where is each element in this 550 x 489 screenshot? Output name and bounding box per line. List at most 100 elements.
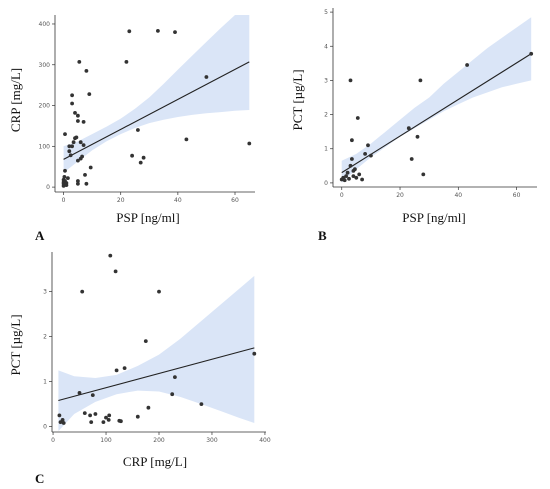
panel-b-data-point — [415, 134, 420, 139]
panel-c-data-point — [108, 253, 113, 258]
panel-c-letter: C — [35, 471, 44, 486]
panel-a-x-tick-label: 40 — [174, 197, 182, 204]
panel-a-data-point — [127, 29, 132, 34]
panel-c-x-tick-label: 0 — [51, 437, 55, 444]
panel-a-data-point — [156, 29, 160, 33]
panel-a-data-point — [67, 149, 72, 154]
panel-a-data-point — [62, 175, 67, 179]
panel-a-data-point — [68, 153, 73, 158]
panel-b-data-point — [360, 177, 364, 182]
panel-c-data-point — [252, 351, 257, 356]
panel-b-data-point — [465, 63, 469, 67]
panel-a-data-point — [136, 128, 140, 132]
panel-a-data-point — [141, 155, 146, 160]
panel-b-data-point — [350, 157, 354, 161]
panel-c-plot: 0 100 200 300 400 0 1 2 3 — [43, 252, 271, 444]
panel-b-y-tick-label: 4 — [324, 43, 328, 50]
panel-a-data-point — [78, 140, 83, 145]
panel-c-data-point — [60, 418, 65, 422]
panel-a: CRP [mg/L] PSP [ng/ml] A 0 20 40 60 0 100 200 3… — [8, 15, 255, 243]
panel-a-y-tick-label: 300 — [39, 62, 51, 69]
panel-c-data-point — [101, 420, 106, 424]
panel-b-x-tick-label: 60 — [513, 192, 521, 199]
panel-b-y-tick-label: 3 — [324, 77, 328, 84]
panel-a-data-point — [73, 111, 77, 115]
panel-a-data-point — [81, 143, 86, 148]
panel-b-data-point — [363, 152, 367, 156]
panel-a-data-point — [67, 144, 72, 149]
panel-b-data-point — [418, 78, 423, 83]
panel-c-regression-line — [58, 347, 255, 402]
panel-c-data-point — [104, 415, 108, 420]
panel-b-data-point — [369, 153, 373, 158]
panel-a-data-point — [80, 154, 84, 159]
panel-a-data-point — [76, 158, 80, 163]
panel-b-data-point — [353, 167, 357, 172]
panel-b-data-point — [348, 163, 353, 168]
panel-a-data-point — [84, 181, 89, 186]
panel-a-y-tick-label: 100 — [39, 143, 51, 150]
panel-a-data-point — [184, 137, 189, 142]
panel-a-data-point — [77, 60, 82, 64]
panel-c-data-point — [199, 402, 204, 406]
panel-c-x-tick-label: 300 — [206, 437, 218, 444]
panel-c-y-tick-label: 1 — [43, 379, 47, 386]
panel-b-data-point — [347, 176, 351, 181]
panel-c-ylabel: PCT [µg/L] — [8, 314, 23, 375]
panel-a-x-tick-label: 20 — [117, 197, 125, 204]
panel-b-xlabel: PSP [ng/ml] — [402, 210, 465, 225]
panel-c-data-point — [61, 421, 66, 425]
panel-c-data-point — [89, 420, 94, 424]
panel-b-data-point — [350, 138, 354, 143]
panel-c-xlabel: CRP [mg/L] — [123, 454, 187, 469]
panel-b-data-point — [354, 175, 359, 180]
panel-b-data-point — [409, 157, 414, 161]
panel-c-data-point — [114, 368, 119, 373]
panel-c-confidence-band — [58, 275, 255, 432]
panel-a-data-point — [130, 153, 135, 158]
panel-a-data-point — [83, 173, 87, 177]
panel-c-data-point — [57, 413, 62, 418]
panel-b-x-tick-label: 0 — [340, 192, 344, 199]
panel-b-y-tick-label: 0 — [324, 180, 328, 187]
panel-b-data-point — [345, 170, 350, 175]
panel-b-regression-line — [341, 53, 532, 174]
panel-c-data-point — [113, 269, 118, 274]
panel-b-data-point — [529, 51, 534, 56]
panel-a-data-point — [76, 113, 80, 118]
panel-a-data-point — [66, 176, 70, 181]
panel-b-data-point — [366, 143, 370, 148]
panel-c-x-tick-label: 400 — [259, 437, 271, 444]
panel-a-data-point — [138, 160, 143, 165]
panel-c-data-point — [88, 413, 92, 418]
panel-c-data-point — [80, 289, 85, 294]
panel-c-data-point — [143, 339, 148, 343]
panel-b-data-point — [406, 126, 411, 131]
panel-c-x-tick-label: 100 — [100, 437, 112, 444]
panel-a-confidence-band — [63, 15, 250, 173]
panel-c-data-point — [106, 418, 111, 422]
panel-a-data-point — [63, 132, 67, 137]
panel-b-data-point — [421, 172, 426, 177]
panel-a-plot: 0 20 40 60 0 100 200 300 400 — [39, 15, 255, 204]
panel-a-data-point — [76, 119, 80, 123]
panel-b: PCT [µg/L] PSP [ng/ml] B 0 20 40 60 0 1 2 3 4 5 — [290, 8, 537, 243]
panel-a-x-tick-label: 60 — [231, 197, 239, 204]
panel-c-y-tick-label: 2 — [43, 334, 47, 341]
panel-a-data-point — [76, 181, 80, 186]
panel-c-data-point — [82, 411, 87, 415]
panel-a-data-point — [204, 75, 209, 79]
panel-b-ylabel: PCT [µg/L] — [290, 69, 305, 130]
panel-c-y-tick-label: 0 — [43, 424, 47, 431]
panel-b-data-point — [348, 78, 353, 83]
panel-a-data-point — [87, 92, 92, 96]
panel-b-y-tick-label: 2 — [324, 112, 328, 119]
panel-a-regression-line — [63, 61, 250, 160]
panel-b-plot: 0 20 40 60 0 1 2 3 4 5 — [324, 8, 537, 199]
panel-a-data-point — [70, 144, 74, 149]
panel-b-data-point — [342, 178, 347, 183]
panel-c: PCT [µg/L] CRP [mg/L] C 0 100 200 300 400 0 1 2… — [8, 252, 271, 486]
panel-b-x-tick-label: 20 — [396, 192, 404, 199]
panel-a-data-point — [173, 30, 177, 34]
